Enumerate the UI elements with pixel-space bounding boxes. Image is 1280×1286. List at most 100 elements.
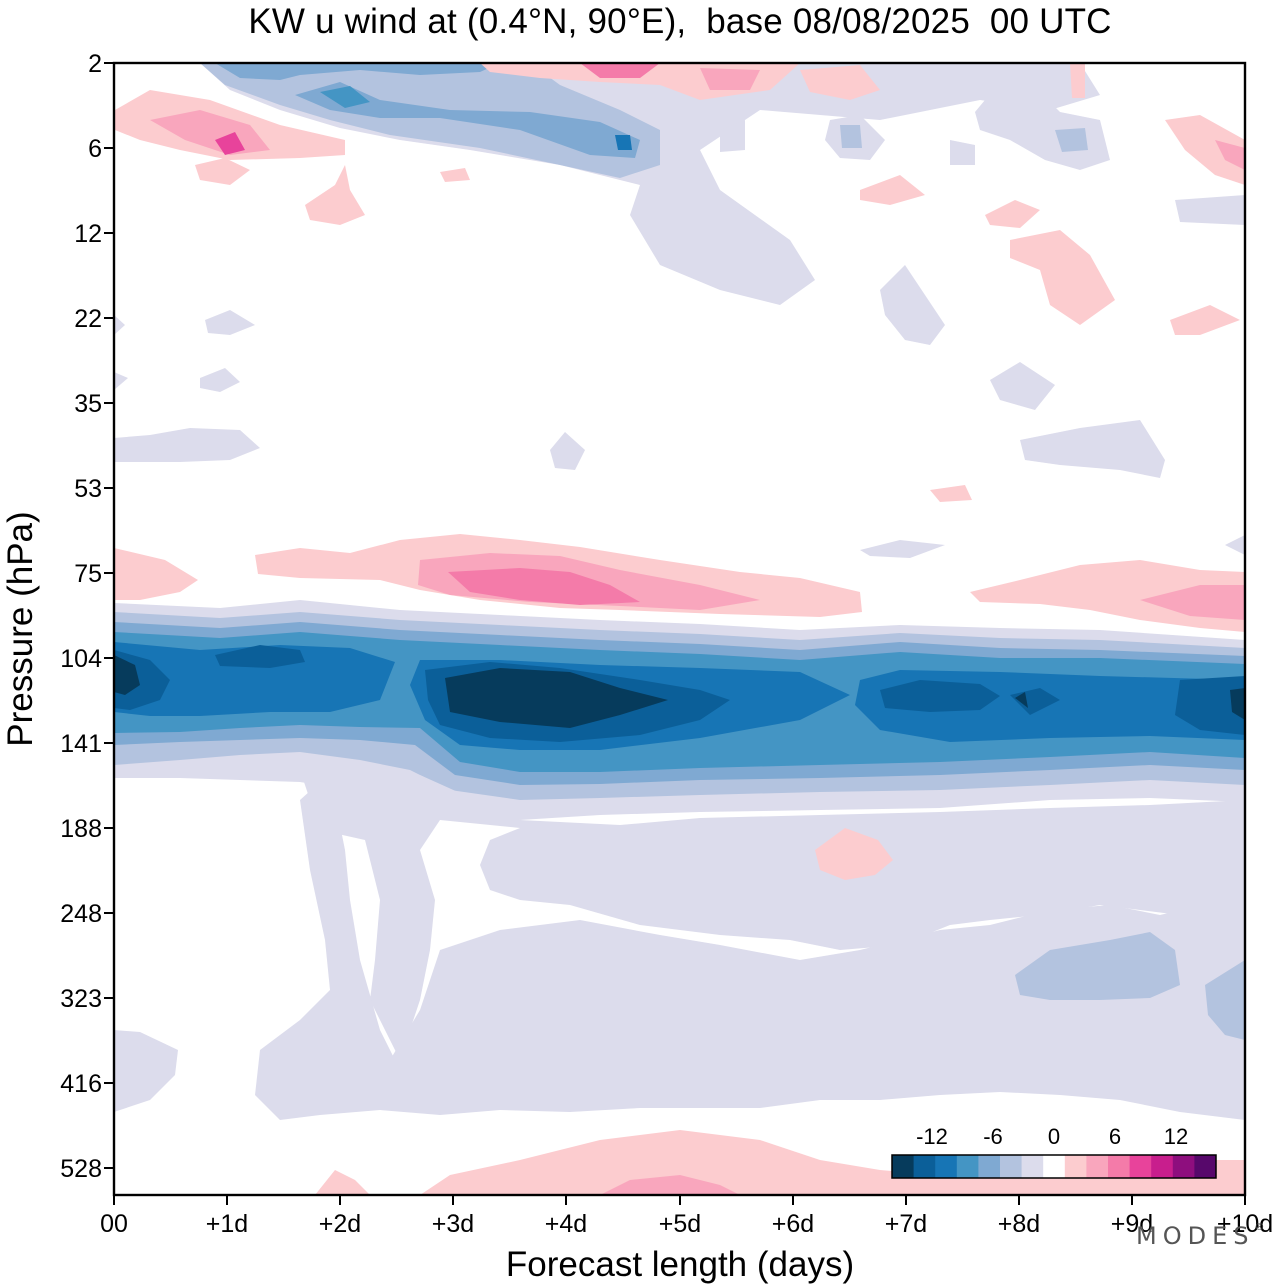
contour-region bbox=[440, 168, 470, 182]
contour-region bbox=[580, 63, 660, 78]
x-tick-label: +4d bbox=[545, 1210, 587, 1238]
contour-region bbox=[930, 485, 972, 502]
x-tick-label: +2d bbox=[319, 1210, 361, 1238]
contour-region bbox=[114, 655, 140, 695]
brand-name: MODES bbox=[1136, 1222, 1255, 1250]
colorbar-swatch bbox=[1151, 1155, 1174, 1178]
y-tick-label: 22 bbox=[74, 305, 102, 333]
colorbar-swatch bbox=[1021, 1155, 1044, 1178]
chart-title: KW u wind at (0.4°N, 90°E), base 08/08/2… bbox=[248, 2, 1112, 41]
y-tick-label: 12 bbox=[74, 220, 102, 248]
colorbar-swatch bbox=[1064, 1155, 1087, 1178]
modes-logo: MODES® bbox=[1136, 1222, 1264, 1250]
x-tick-label: +5d bbox=[659, 1210, 701, 1238]
contour-region bbox=[215, 132, 245, 155]
x-axis-title: Forecast length (days) bbox=[506, 1245, 854, 1284]
contour-region bbox=[1015, 692, 1028, 708]
colorbar-tick-label: -12 bbox=[916, 1124, 948, 1149]
contour-region bbox=[205, 310, 255, 335]
contour-region bbox=[200, 368, 240, 392]
contour-region bbox=[114, 428, 260, 462]
x-tick-label: +3d bbox=[432, 1210, 474, 1238]
x-tick-label: +10d bbox=[1217, 1210, 1273, 1238]
colorbar-tick-label: 12 bbox=[1164, 1124, 1188, 1149]
contour-region bbox=[1055, 128, 1088, 152]
colorbar-frame bbox=[891, 1154, 1217, 1179]
contour-region bbox=[815, 828, 893, 880]
colorbar: -12 -6 0 6 12 bbox=[891, 1124, 1217, 1179]
y-tick-label: 416 bbox=[60, 1070, 102, 1098]
colorbar-swatch bbox=[892, 1155, 915, 1178]
contour-fill bbox=[114, 63, 1245, 1195]
contour-region bbox=[390, 895, 1245, 1105]
contour-region bbox=[1070, 63, 1085, 98]
contour-region bbox=[880, 680, 1000, 712]
y-tick-label: 75 bbox=[74, 560, 102, 588]
contour-region bbox=[1215, 140, 1245, 170]
x-axis: 00 +1d +2d +3d +4d +5d +6d +7d +8d +9d +… bbox=[100, 1195, 1273, 1238]
contour-region bbox=[1010, 230, 1115, 325]
contour-region bbox=[255, 782, 1245, 1120]
y-tick-label: 53 bbox=[74, 475, 102, 503]
y-tick-label: 141 bbox=[60, 730, 102, 758]
x-tick-label: +1d bbox=[206, 1210, 248, 1238]
colorbar-swatch bbox=[1129, 1155, 1152, 1178]
contour-region bbox=[1015, 932, 1180, 1000]
contour-region bbox=[985, 200, 1040, 228]
contour-region bbox=[1020, 420, 1165, 478]
contour-region bbox=[860, 540, 945, 558]
x-tick-label: +9d bbox=[1111, 1210, 1153, 1238]
contour-region bbox=[970, 560, 1245, 632]
colorbar-swatch bbox=[935, 1155, 958, 1178]
contour-region bbox=[1205, 960, 1245, 1040]
colorbar-swatch bbox=[1000, 1155, 1023, 1178]
contour-region bbox=[1230, 688, 1245, 720]
colorbar-tick-label: 6 bbox=[1109, 1124, 1121, 1149]
contour-region bbox=[800, 65, 880, 100]
contour-region bbox=[195, 158, 250, 185]
colorbar-swatch bbox=[1108, 1155, 1131, 1178]
contour-region bbox=[215, 63, 500, 80]
y-tick-label: 104 bbox=[60, 645, 102, 673]
colorbar-swatch bbox=[1194, 1155, 1217, 1178]
colorbar-swatch bbox=[978, 1155, 1001, 1178]
colorbar-swatch bbox=[1086, 1155, 1109, 1178]
contour-region bbox=[550, 432, 585, 470]
contour-region bbox=[215, 645, 305, 668]
contour-region bbox=[950, 140, 975, 165]
contour-region bbox=[320, 86, 370, 108]
contour-region bbox=[1140, 585, 1245, 620]
contour-region bbox=[600, 1175, 740, 1195]
y-tick-label: 6 bbox=[88, 135, 102, 163]
y-tick-label: 528 bbox=[60, 1155, 102, 1183]
contour-region bbox=[615, 135, 632, 150]
contour-region bbox=[114, 1030, 178, 1112]
y-tick-label: 323 bbox=[60, 985, 102, 1013]
colorbar-tick-label: -6 bbox=[983, 1124, 1003, 1149]
colorbar-swatch bbox=[913, 1155, 936, 1178]
colorbar-swatch bbox=[1043, 1155, 1066, 1178]
contour-region bbox=[114, 315, 125, 335]
contour-region bbox=[1165, 115, 1245, 185]
contour-region bbox=[1170, 305, 1240, 335]
contour-region bbox=[720, 120, 745, 152]
contour-region bbox=[448, 568, 640, 605]
y-axis-title: Pressure (hPa) bbox=[1, 511, 40, 746]
x-tick-label: +8d bbox=[998, 1210, 1040, 1238]
colorbar-swatch bbox=[1172, 1155, 1195, 1178]
y-tick-label: 2 bbox=[88, 50, 102, 78]
contour-region bbox=[1175, 676, 1245, 735]
contour-region bbox=[295, 82, 640, 158]
contour-region bbox=[1175, 195, 1245, 225]
contour-region bbox=[445, 668, 668, 728]
contour-region bbox=[300, 770, 1245, 1060]
contour-region bbox=[880, 265, 945, 345]
y-axis: 2 6 12 22 35 53 75 104 141 188 248 323 4… bbox=[60, 50, 114, 1183]
contour-region bbox=[990, 362, 1055, 410]
y-tick-label: 35 bbox=[74, 390, 102, 418]
contour-region bbox=[114, 642, 395, 716]
registered-mark: ® bbox=[1254, 1222, 1265, 1233]
contour-region bbox=[1225, 535, 1245, 555]
contour-region bbox=[840, 125, 862, 148]
